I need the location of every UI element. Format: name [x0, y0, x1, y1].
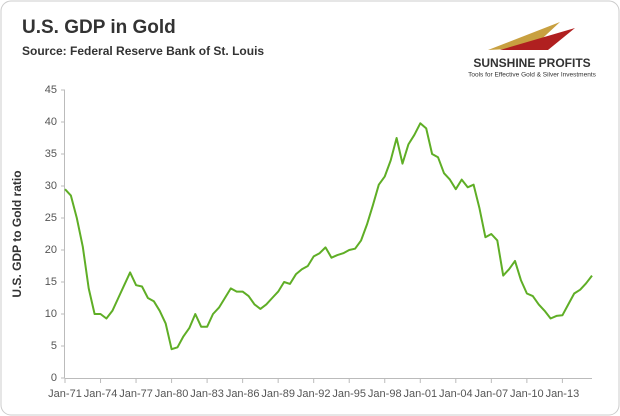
x-tick-label: Jan-89: [261, 388, 295, 400]
x-tick-label: Jan-13: [546, 388, 580, 400]
brand: SUNSHINE PROFITS: [473, 56, 590, 70]
x-tick-label: Jan-07: [475, 388, 509, 400]
x-tick-label: Jan-98: [368, 388, 402, 400]
x-tick-label: Jan-80: [155, 388, 189, 400]
x-tick-label: Jan-77: [119, 388, 153, 400]
y-tick-label: 30: [45, 180, 57, 192]
y-tick-label: 0: [51, 372, 57, 384]
y-axis-label: U.S. GDP to Gold ratio: [10, 170, 24, 297]
y-tick-label: 35: [45, 148, 57, 160]
x-tick-label: Jan-86: [226, 388, 260, 400]
x-tick-label: Jan-83: [190, 388, 224, 400]
logo: SUNSHINE PROFITS Tools for Effective Gol…: [468, 22, 597, 79]
y-tick-label: 15: [45, 276, 57, 288]
y-tick-label: 20: [45, 244, 57, 256]
y-tick-label: 10: [45, 308, 57, 320]
x-tick-label: Jan-92: [297, 388, 331, 400]
tagline: Tools for Effective Gold & Silver Invest…: [468, 72, 597, 79]
x-tick-label: Jan-71: [48, 388, 82, 400]
x-tick-label: Jan-04: [439, 388, 473, 400]
line: [64, 122, 593, 351]
x-tick-label: Jan-74: [84, 388, 118, 400]
x-tick-label: Jan-95: [332, 388, 366, 400]
chart-title: U.S. GDP in Gold: [22, 17, 176, 38]
y-tick-label: 25: [45, 212, 57, 224]
x-tick-label: Jan-01: [403, 388, 437, 400]
x-tick-label: Jan-10: [510, 388, 544, 400]
chart-subtitle: Source: Federal Reserve Bank of St. Loui…: [22, 44, 264, 58]
y-tick-label: 40: [45, 116, 57, 128]
y-tick-label: 45: [45, 84, 57, 96]
y-tick-label: 5: [51, 340, 57, 352]
